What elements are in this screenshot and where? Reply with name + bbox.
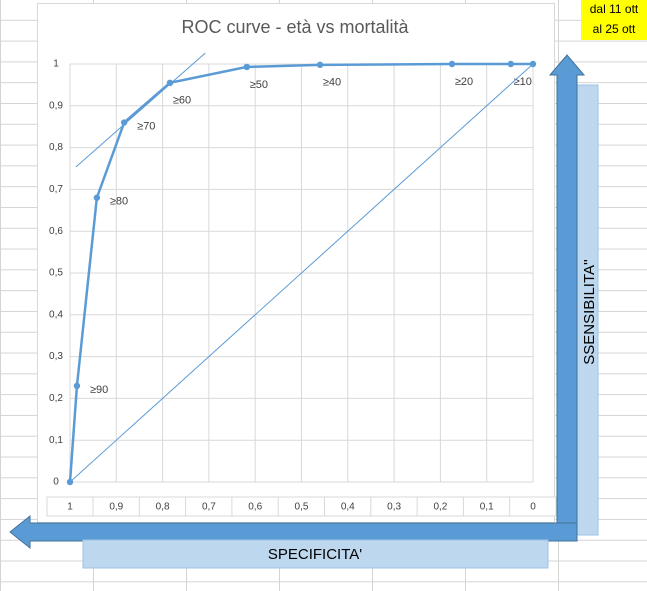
y-axis-title: SSENSIBILITA'' <box>581 259 598 365</box>
data-point <box>73 382 81 390</box>
point-label: ≥50 <box>250 79 268 91</box>
date-to: al 25 ott <box>593 22 636 36</box>
data-point <box>166 79 174 87</box>
y-tick-label: 0,3 <box>49 351 63 362</box>
point-label: ≥90 <box>90 384 108 396</box>
x-label-box <box>82 539 549 569</box>
y-tick-label: 0,8 <box>49 142 63 153</box>
series-line <box>75 52 206 168</box>
x-tick-label: 0,8 <box>156 502 170 513</box>
y-tick-label: 0,7 <box>49 184 63 195</box>
data-point <box>243 63 251 71</box>
x-tick-label: 0,5 <box>295 502 309 513</box>
date-from: dal 11 ott <box>590 2 639 16</box>
x-tick-label: 0,3 <box>387 502 401 513</box>
x-tick-label: 0,6 <box>248 502 262 513</box>
data-point <box>448 60 456 68</box>
x-tick-label: 0,7 <box>202 502 216 513</box>
date-cell <box>581 0 647 40</box>
plot-area: 0 0,1 0,2 0,3 0,4 0,5 0,6 0,7 0,8 0,9 1 1 0,9 0,8 0,7 0… <box>46 52 557 517</box>
x-tick-label: 0,1 <box>480 502 494 513</box>
y-tick-label: 0,2 <box>49 393 63 404</box>
point-label: ≥80 <box>110 196 128 208</box>
x-tick-label: 1 <box>67 502 73 513</box>
point-label: ≥20 <box>455 76 473 88</box>
y-tick-label: 0,9 <box>49 100 63 111</box>
point-label: ≥40 <box>323 77 341 89</box>
y-tick-label: 0,5 <box>49 268 63 279</box>
data-point <box>93 194 101 201</box>
y-tick-label: 0 <box>53 477 59 488</box>
chart-title: ROC curve - età vs mortalità <box>181 17 409 37</box>
data-point <box>507 60 514 68</box>
series-line <box>68 62 533 483</box>
point-label: ≥60 <box>173 95 191 107</box>
data-point <box>120 119 128 126</box>
y-tick-label: 1 <box>53 59 59 70</box>
y-tick-label: 0,4 <box>49 309 63 320</box>
x-tick-label: 0,9 <box>109 502 123 513</box>
y-tick-label: 0,1 <box>49 435 63 446</box>
point-label: ≥10 <box>514 76 532 88</box>
chart-area <box>37 3 555 523</box>
x-tick-label: 0 <box>530 502 536 513</box>
y-tick-label: 0,6 <box>49 226 63 237</box>
x-tick-label: 0,4 <box>341 502 355 513</box>
data-point <box>316 61 324 69</box>
x-tick-label: 0,2 <box>433 502 447 513</box>
x-axis-title: SPECIFICITA' <box>268 546 362 563</box>
series-line <box>69 63 534 483</box>
point-label: ≥70 <box>137 120 155 132</box>
